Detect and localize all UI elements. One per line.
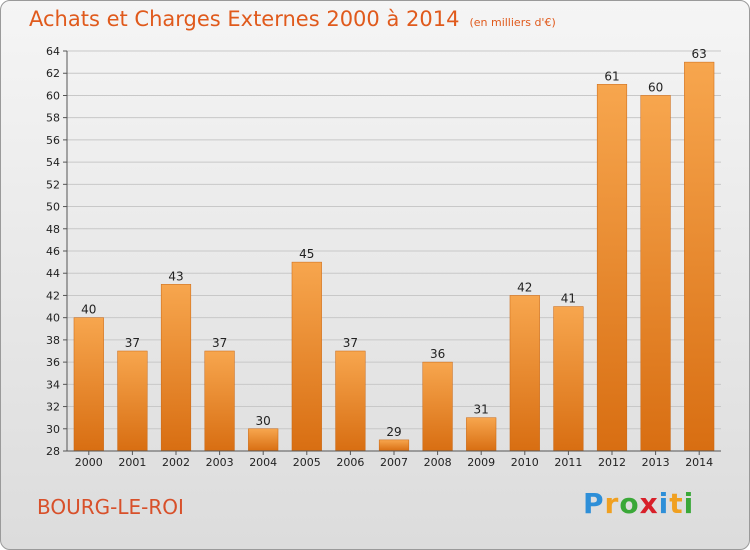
x-tick-label: 2009 <box>467 456 495 469</box>
axes <box>63 50 721 455</box>
value-label: 36 <box>430 347 445 361</box>
bar-2006 <box>335 350 366 452</box>
value-label: 43 <box>168 269 183 283</box>
y-tick-label: 30 <box>46 423 60 436</box>
y-tick-label: 60 <box>46 89 60 102</box>
value-label: 30 <box>256 414 271 428</box>
bar-2014 <box>684 61 715 452</box>
proxiti-logo: Proxiti <box>583 487 694 520</box>
x-tick-label: 2011 <box>554 456 582 469</box>
value-label: 45 <box>299 247 314 261</box>
bar-2000 <box>73 317 104 452</box>
y-tick-label: 36 <box>46 356 60 369</box>
y-tick-label: 28 <box>46 445 60 458</box>
bar-2012 <box>596 84 628 452</box>
x-tick-label: 2008 <box>424 456 452 469</box>
y-tick-label: 34 <box>46 378 60 391</box>
y-tick-label: 56 <box>46 134 60 147</box>
y-tick-label: 62 <box>46 67 60 80</box>
value-label: 42 <box>517 280 532 294</box>
value-label: 60 <box>648 80 663 94</box>
logo-letter: i <box>658 487 670 520</box>
value-label: 37 <box>212 336 227 350</box>
place-name: BOURG-LE-ROI <box>37 495 184 519</box>
title-main: Achats et Charges Externes 2000 à 2014 <box>29 7 460 31</box>
bar-2005 <box>291 261 322 452</box>
y-tick-label: 32 <box>46 401 60 414</box>
bar-2004 <box>248 428 279 452</box>
value-label: 31 <box>474 403 489 417</box>
y-tick-label: 54 <box>46 156 60 169</box>
x-tick-label: 2000 <box>75 456 103 469</box>
y-tick-label: 46 <box>46 245 60 258</box>
labels: 28 30 32 34 36 38 40 42 44 46 48 50 52 54 56 58 60 62 64 20… <box>46 45 713 469</box>
logo-letter: x <box>639 487 659 520</box>
value-label: 61 <box>604 69 619 83</box>
x-tick-label: 2004 <box>249 456 277 469</box>
bar-2013 <box>640 95 671 452</box>
logo-letter: o <box>619 487 640 520</box>
x-tick-label: 2006 <box>336 456 364 469</box>
y-tick-label: 64 <box>46 45 60 58</box>
x-tick-label: 2005 <box>293 456 321 469</box>
logo-letter: t <box>669 487 684 520</box>
x-tick-label: 2010 <box>511 456 539 469</box>
y-tick-label: 42 <box>46 289 60 302</box>
bar-2010 <box>509 295 540 452</box>
x-tick-label: 2012 <box>598 456 626 469</box>
x-tick-label: 2003 <box>206 456 234 469</box>
x-tick-label: 2014 <box>685 456 713 469</box>
logo-letter: i <box>683 487 695 520</box>
bar-2003 <box>204 350 235 452</box>
y-tick-label: 58 <box>46 112 60 125</box>
x-tick-label: 2013 <box>642 456 670 469</box>
value-label: 29 <box>386 425 401 439</box>
y-tick-label: 44 <box>46 267 60 280</box>
x-tick-label: 2007 <box>380 456 408 469</box>
bar-2007 <box>378 439 410 452</box>
y-tick-label: 50 <box>46 201 60 214</box>
x-tick-label: 2002 <box>162 456 190 469</box>
value-label: 63 <box>692 47 707 61</box>
logo-letter: P <box>583 487 605 520</box>
y-tick-label: 52 <box>46 178 60 191</box>
bar-2011 <box>553 306 584 452</box>
bar-2002 <box>160 284 192 452</box>
bar-2009 <box>466 417 497 452</box>
bars <box>73 61 715 452</box>
chart-title: Achats et Charges Externes 2000 à 2014 (e… <box>29 7 556 31</box>
value-label: 41 <box>561 292 576 306</box>
y-tick-label: 38 <box>46 334 60 347</box>
logo-letter: r <box>604 487 620 520</box>
y-tick-label: 48 <box>46 223 60 236</box>
x-tick-label: 2001 <box>118 456 146 469</box>
bar-2008 <box>422 361 453 452</box>
y-tick-label: 40 <box>46 312 60 325</box>
bar-2001 <box>117 350 148 452</box>
value-label: 40 <box>81 303 96 317</box>
title-unit: (en milliers d'€) <box>469 16 556 29</box>
value-label: 37 <box>343 336 358 350</box>
value-label: 37 <box>125 336 140 350</box>
